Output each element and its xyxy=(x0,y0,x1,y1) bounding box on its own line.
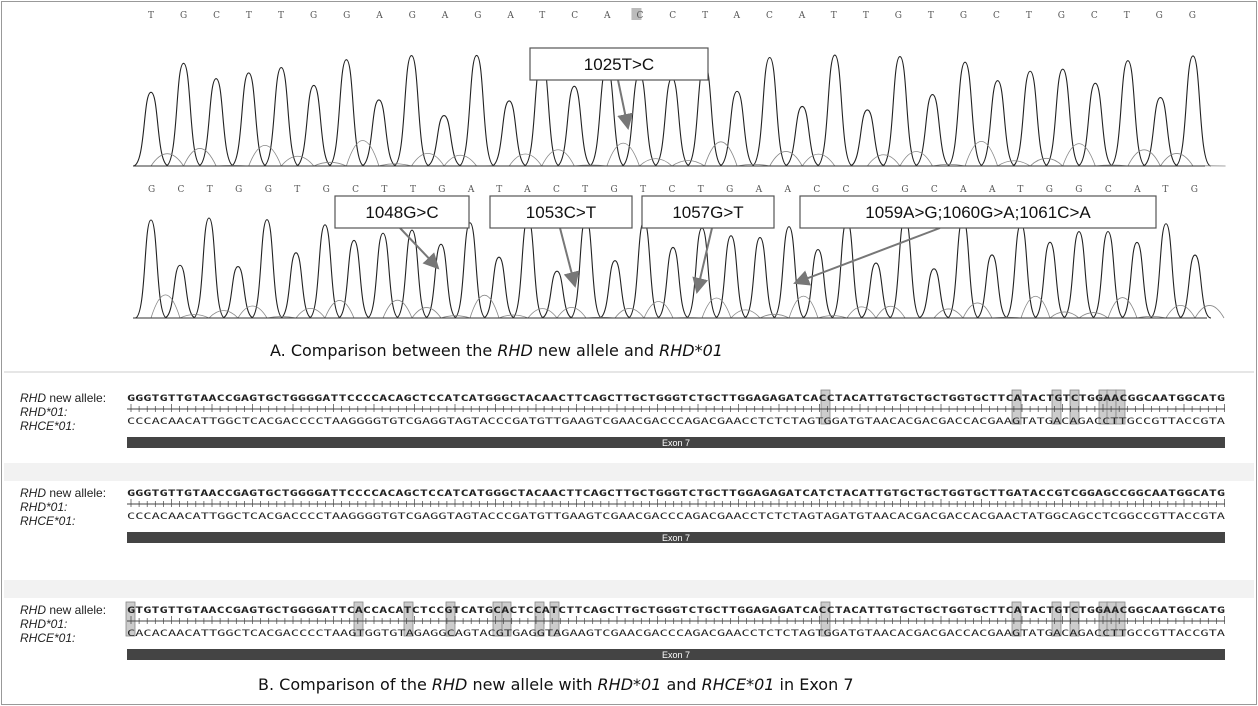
annotation-label: 1059A>G;1060G>A;1061C>A xyxy=(865,203,1091,222)
label-part: RHD*01: xyxy=(20,405,67,419)
label-part: RHD xyxy=(20,603,46,617)
caption-part: and xyxy=(661,675,701,694)
exon-label: Exon 7 xyxy=(662,438,690,448)
label-part: RHD*01: xyxy=(20,500,67,514)
label-part: RHCE*01: xyxy=(20,419,75,433)
label-part: new allele: xyxy=(46,391,106,405)
sequence-label: RHD new allele: xyxy=(20,486,106,500)
block-background xyxy=(4,463,1254,481)
label-part: RHD*01: xyxy=(20,617,67,631)
sequence-label: RHD*01: xyxy=(20,405,67,419)
sequence-top: GTGTGTTGTAACCGAGTGCTGGGGATTCACCACATCTCCG… xyxy=(127,606,1225,616)
block-background xyxy=(4,580,1254,598)
sequence-label: RHCE*01: xyxy=(20,419,75,433)
label-part: new allele: xyxy=(46,603,106,617)
caption-part: RHD*01 xyxy=(598,675,662,694)
label-part: RHCE*01: xyxy=(20,514,75,528)
caption: B. Comparison of the RHD new allele with… xyxy=(258,675,854,694)
caption-part: new allele with xyxy=(467,675,597,694)
sequence-label: RHD*01: xyxy=(20,617,67,631)
annotation-label: 1048G>C xyxy=(365,203,438,222)
sequence-label: RHD new allele: xyxy=(20,391,106,405)
caption-part: RHD*01 xyxy=(659,341,723,360)
label-part: RHD xyxy=(20,486,46,500)
sequence-bottom: CACACAACATTGGCTCACGACCCCTAAGTGGTGTAGAGGC… xyxy=(127,629,1226,639)
annotation-label: 1057G>T xyxy=(672,203,743,222)
caption: A. Comparison between the RHD new allele… xyxy=(270,341,723,360)
sequence-bottom: CCCACAACATTGGCTCACGACCCCTAAGGGGTGTCGAGGT… xyxy=(127,512,1226,522)
annotation-label: 1025T>C xyxy=(584,55,654,74)
exon-label: Exon 7 xyxy=(662,650,690,660)
sequence-label: RHD new allele: xyxy=(20,603,106,617)
label-part: RHD xyxy=(20,391,46,405)
sequence-top: GGGTGTTGTAACCGAGTGCTGGGGATTCCCCACAGCTCCA… xyxy=(127,394,1225,404)
caption-part: RHCE*01 xyxy=(702,675,775,694)
sequence-label: RHD*01: xyxy=(20,500,67,514)
caption-part: RHD xyxy=(432,675,467,694)
label-part: new allele: xyxy=(46,486,106,500)
caption-part: in Exon 7 xyxy=(774,675,853,694)
figure: TGCTTGGAGAGATCACCTACATTGTGCTGCTGGGCTGGTG… xyxy=(0,0,1258,706)
sequence-top: GGGTGTTGTAACCGAGTGCTGGGGATTCCCCACAGCTCCA… xyxy=(127,489,1225,499)
caption-part: RHD xyxy=(497,341,532,360)
label-part: RHCE*01: xyxy=(20,631,75,645)
caption-part: B. Comparison of the xyxy=(258,675,432,694)
caption-part: new allele and xyxy=(533,341,659,360)
sequence-label: RHCE*01: xyxy=(20,631,75,645)
exon-label: Exon 7 xyxy=(662,533,690,543)
caption-part: A. Comparison between the xyxy=(270,341,497,360)
sequence-label: RHCE*01: xyxy=(20,514,75,528)
sequence-bottom: CCCACAACATTGGCTCACGACCCCTAAGGGGTGTCGAGGT… xyxy=(127,417,1226,427)
annotation-label: 1053C>T xyxy=(526,203,596,222)
